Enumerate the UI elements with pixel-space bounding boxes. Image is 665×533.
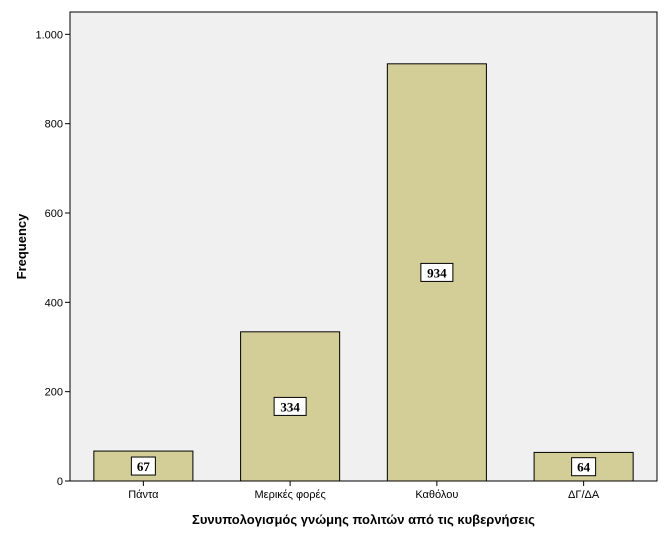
y-tick-label: 0: [57, 476, 63, 488]
plot-area: [69, 11, 658, 482]
y-tick-label: 1.000: [35, 29, 63, 41]
data-label-box: [273, 396, 307, 416]
data-label: 934: [427, 265, 447, 280]
y-axis: 0 200 400 600 800 1.000: [35, 29, 70, 488]
y-axis-label: Frequency: [14, 213, 29, 280]
x-tick-label: Μερικές φορές: [255, 489, 326, 501]
x-tick-label: Καθόλου: [415, 489, 458, 501]
x-tick-label: Πάντα: [128, 489, 159, 501]
data-label: 67: [137, 459, 151, 474]
data-label: 64: [577, 460, 591, 475]
data-label-box: [571, 457, 597, 477]
x-tick-label: ΔΓ/ΔΑ: [568, 489, 600, 501]
data-label-box: [420, 262, 454, 282]
data-label: 334: [280, 399, 300, 414]
x-axis: Πάντα Μερικές φορές Καθόλου ΔΓ/ΔΑ: [128, 481, 600, 501]
data-label-box: [130, 456, 156, 476]
y-tick-label: 800: [45, 119, 63, 131]
x-axis-label: Συνυπολογισμός γνώμης πολιτών από τις κυ…: [192, 512, 535, 527]
y-tick-label: 400: [45, 297, 63, 309]
y-tick-label: 600: [45, 208, 63, 220]
y-tick-label: 200: [45, 387, 63, 399]
bars-group: 67 334 934 64: [93, 63, 634, 482]
